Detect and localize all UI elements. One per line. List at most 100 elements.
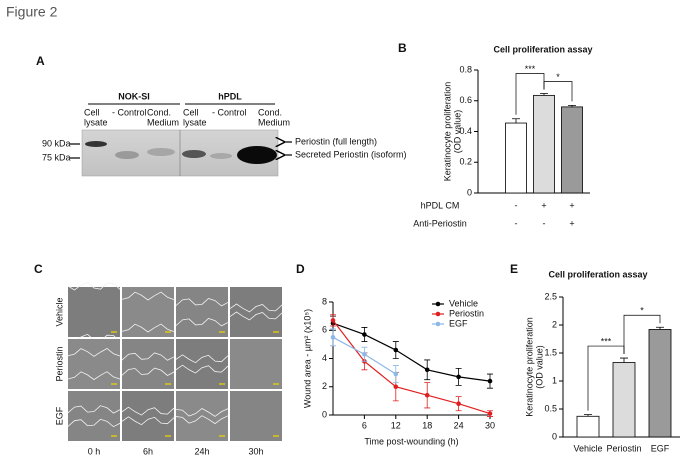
point <box>362 332 367 337</box>
x-tick-label: 24 <box>454 420 464 430</box>
panel-label: D <box>296 262 305 276</box>
micrograph <box>122 391 174 441</box>
y-tick-label: 2 <box>552 319 557 329</box>
point <box>424 367 430 373</box>
significance-label: * <box>556 72 560 82</box>
bar <box>648 329 672 438</box>
lane-label: - Control <box>212 107 247 117</box>
micrograph <box>176 339 228 389</box>
panel-label: E <box>510 262 518 276</box>
wound-edge <box>175 354 229 364</box>
lane-label: lysate <box>183 117 207 127</box>
x-axis-label: Time post-wounding (h) <box>364 436 458 446</box>
series-line <box>332 319 491 415</box>
x-tick-label: Vehicle <box>573 443 602 453</box>
wound-edge <box>121 291 175 301</box>
series-line <box>332 322 491 382</box>
y-tick-label: 0 <box>467 187 472 197</box>
point <box>330 318 336 323</box>
condition-value: + <box>541 200 546 210</box>
error-bar <box>512 118 520 124</box>
size-marker: 90 kDa <box>42 138 71 148</box>
micrograph <box>230 287 282 337</box>
point <box>393 347 399 353</box>
wound-edge <box>175 407 229 417</box>
point <box>393 384 399 390</box>
group-label: NOK-SI <box>118 91 150 101</box>
y-tick-label: 2.5 <box>544 291 557 301</box>
lane-label: Cond. <box>258 107 282 117</box>
figure-title: Figure 2 <box>6 4 58 20</box>
wound-edge <box>175 298 229 307</box>
y-axis-label: (OD value) <box>452 110 462 154</box>
row-label: Vehicle <box>54 297 64 326</box>
x-tick-label: Periostin <box>606 443 641 453</box>
y-tick-label: 0.6 <box>459 95 472 105</box>
band-label: Secreted Periostin (isoform) <box>295 149 407 159</box>
wound-edge <box>121 323 175 333</box>
error-bar <box>568 104 576 107</box>
lane-label: Medium <box>147 117 179 127</box>
wound-edge <box>229 311 283 321</box>
y-tick-label: 1.5 <box>544 347 557 357</box>
x-tick-label: 6 <box>362 420 367 430</box>
row-label: Periostin <box>54 346 64 381</box>
column-label: 0 h <box>88 446 101 456</box>
point <box>362 351 367 357</box>
y-axis-label: Keratinocyte proliferation <box>442 82 452 182</box>
condition-value: + <box>569 218 574 228</box>
y-tick-label: 0.2 <box>459 157 472 167</box>
y-tick-label: 2 <box>322 381 327 391</box>
condition-label: Anti-Periostin <box>413 218 467 228</box>
y-tick-label: 0.5 <box>544 403 557 413</box>
wound-edge <box>67 371 121 381</box>
point <box>330 335 336 340</box>
bar <box>505 122 527 194</box>
row-label: EGF <box>54 406 64 425</box>
legend-label: Periostin <box>449 308 484 318</box>
wound-edge <box>121 367 175 376</box>
significance-label: *** <box>601 336 612 346</box>
y-tick-label: 0.4 <box>459 126 472 136</box>
y-tick-label: 0.8 <box>459 64 472 74</box>
condition-label: hPDL CM <box>421 200 460 210</box>
point <box>487 378 493 384</box>
band-label: Periostin (full length) <box>295 136 377 146</box>
point <box>393 371 399 377</box>
micrograph <box>122 287 174 337</box>
y-tick-label: 6 <box>322 325 327 335</box>
y-axis-label: Wound area - µm² (x10⁵) <box>302 309 312 408</box>
lane-label: Cell <box>183 107 199 117</box>
lane-label: Medium <box>258 117 290 127</box>
chart-title: Cell proliferation assay <box>493 44 592 54</box>
y-tick-label: 0 <box>322 409 327 419</box>
y-tick-label: 8 <box>322 296 327 306</box>
micrograph <box>68 287 120 337</box>
micrograph <box>68 339 120 389</box>
error-bar <box>540 93 548 96</box>
micrograph <box>68 391 120 441</box>
column-label: 30h <box>248 446 263 456</box>
legend-marker <box>435 301 441 307</box>
wound-edge <box>229 303 283 313</box>
error-bar <box>620 357 628 363</box>
x-tick-label: 30 <box>485 420 495 430</box>
significance-bracket <box>623 314 661 355</box>
bar <box>612 362 636 438</box>
legend-marker <box>435 311 441 317</box>
panel-label: B <box>398 41 407 55</box>
micrograph <box>230 391 282 441</box>
wound-edge <box>175 415 229 425</box>
panel-label: A <box>36 54 45 68</box>
y-tick-label: 1 <box>552 375 557 385</box>
point <box>424 392 430 398</box>
bar <box>561 106 583 194</box>
lane-label: Cond. <box>147 107 171 117</box>
wound-edge <box>121 416 175 426</box>
group-label: hPDL <box>218 91 242 101</box>
wound-edge <box>121 352 175 361</box>
size-marker: 75 kDa <box>42 152 71 162</box>
column-label: 24h <box>194 446 209 456</box>
